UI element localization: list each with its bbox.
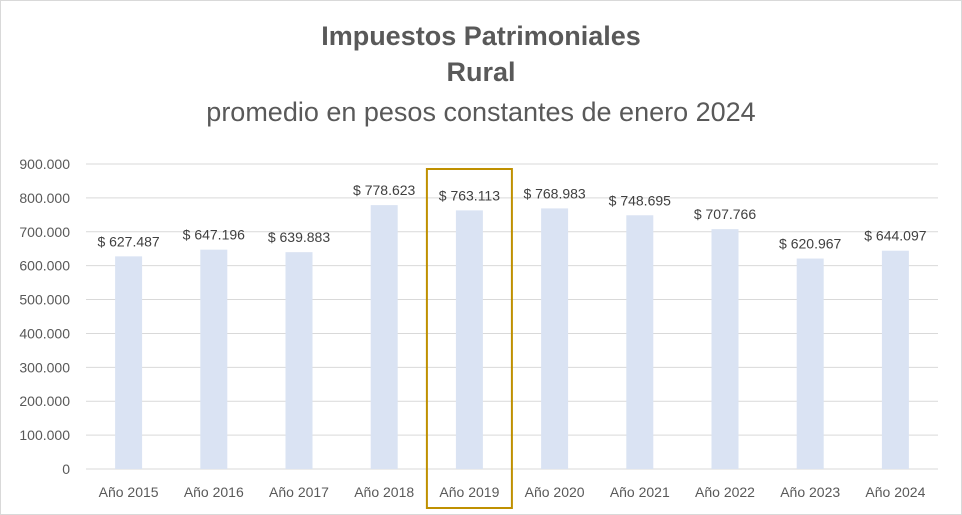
x-tick-label: Año 2017 <box>269 484 329 500</box>
data-label: $ 627.487 <box>97 233 159 249</box>
bar <box>370 205 398 470</box>
bar <box>455 210 483 470</box>
bar <box>115 256 143 469</box>
y-tick-label: 300.000 <box>19 359 70 375</box>
data-label: $ 639.883 <box>268 229 330 245</box>
bar <box>285 252 313 469</box>
y-tick-label: 800.000 <box>19 190 70 206</box>
x-tick-label: Año 2021 <box>610 484 670 500</box>
x-tick-label: Año 2019 <box>439 484 499 500</box>
highlight-box <box>425 168 513 509</box>
data-label: $ 644.097 <box>864 228 926 244</box>
chart-subtitle-units: promedio en pesos constantes de enero 20… <box>206 97 756 127</box>
chart-subtitle-rural: Rural <box>446 57 516 87</box>
y-tick-label: 400.000 <box>19 325 70 341</box>
chart-title: Impuestos Patrimoniales <box>321 21 641 51</box>
data-label: $ 707.766 <box>694 206 756 222</box>
y-tick-label: 500.000 <box>19 292 70 308</box>
y-tick-label: 700.000 <box>19 224 70 240</box>
chart-title-block: Impuestos Patrimoniales Rural promedio e… <box>0 18 962 132</box>
y-tick-label: 100.000 <box>19 427 70 443</box>
x-tick-label: Año 2016 <box>184 484 244 500</box>
x-tick-label: Año 2018 <box>354 484 414 500</box>
data-label: $ 778.623 <box>353 182 415 198</box>
data-label: $ 768.983 <box>523 185 585 201</box>
x-tick-label: Año 2020 <box>525 484 585 500</box>
y-tick-label: 0 <box>62 461 70 477</box>
bar <box>626 215 654 469</box>
bar <box>541 208 569 469</box>
x-tick-label: Año 2022 <box>695 484 755 500</box>
y-tick-label: 600.000 <box>19 258 70 274</box>
bar <box>200 249 228 469</box>
bar <box>711 229 739 469</box>
data-label: $ 748.695 <box>609 192 671 208</box>
y-tick-label: 900.000 <box>19 156 70 172</box>
data-label: $ 763.113 <box>439 187 500 203</box>
x-tick-label: Año 2024 <box>865 484 925 500</box>
data-label: $ 620.967 <box>779 236 841 252</box>
bar <box>796 258 824 469</box>
data-label: $ 647.196 <box>183 227 245 243</box>
y-tick-label: 200.000 <box>19 393 70 409</box>
x-tick-label: Año 2023 <box>780 484 840 500</box>
x-tick-label: Año 2015 <box>99 484 159 500</box>
bar <box>881 250 909 469</box>
